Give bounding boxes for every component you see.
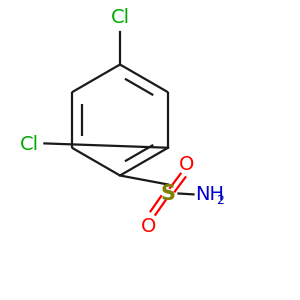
- Text: NH: NH: [195, 185, 224, 205]
- Text: Cl: Cl: [20, 135, 39, 154]
- Text: S: S: [160, 184, 175, 203]
- Text: Cl: Cl: [110, 8, 130, 27]
- Text: 2: 2: [217, 194, 224, 208]
- Text: O: O: [179, 155, 194, 174]
- Text: O: O: [141, 217, 157, 236]
